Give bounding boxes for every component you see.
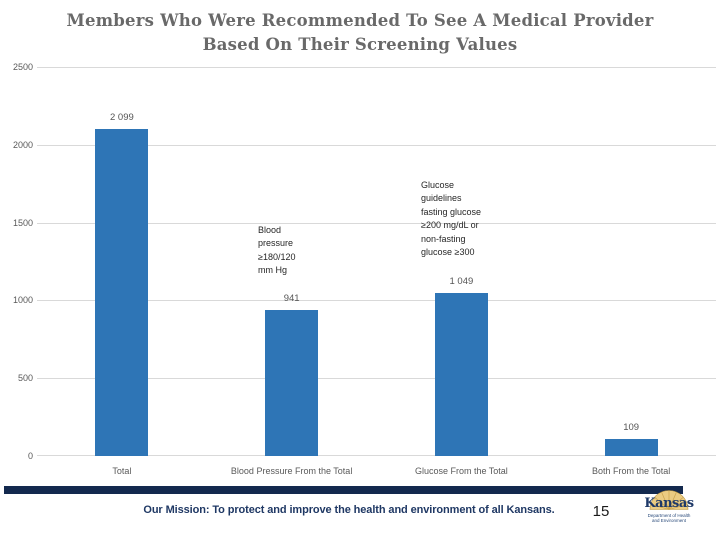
gridline	[37, 300, 716, 301]
bar	[95, 129, 149, 456]
category-label: Total	[112, 466, 132, 476]
y-axis-tick-label: 500	[17, 373, 33, 384]
annotation-glucose: Glucose guidelines fasting glucose ≥200 …	[421, 180, 482, 258]
bar	[604, 439, 658, 456]
gridline	[37, 67, 716, 68]
footer-divider-bar	[4, 486, 683, 494]
y-axis-tick-label: 2500	[12, 62, 33, 72]
mission-statement: Our Mission: To protect and improve the …	[143, 504, 555, 516]
category-label: Blood Pressure From the Total	[230, 466, 353, 476]
bar-value-label: 941	[283, 292, 300, 304]
bar-value-label: 1 049	[449, 275, 474, 287]
page-number: 15	[592, 503, 610, 520]
category-label: Both From the Total	[591, 466, 671, 476]
bar	[434, 292, 488, 456]
gridline	[37, 223, 716, 224]
bar-value-label: 2 099	[109, 112, 134, 124]
sunburst-icon	[649, 490, 689, 510]
gridline	[37, 378, 716, 379]
bar-value-label: 109	[623, 422, 640, 434]
y-axis-tick-label: 0	[27, 451, 33, 461]
y-axis-tick-label: 1500	[12, 217, 33, 228]
y-axis-tick-label: 2000	[12, 139, 33, 150]
y-axis-tick-label: 1000	[12, 295, 33, 306]
slide-title: Members Who Were Recommended To See A Me…	[66, 11, 654, 54]
logo-wordmark: Kansas	[644, 496, 694, 511]
y-axis: 2500 2000 1500 1000 500 0	[0, 62, 33, 461]
plot-area: 2 099 941 1 049 109	[37, 67, 716, 456]
category-label: Glucose From the Total	[414, 466, 508, 476]
bar	[265, 309, 319, 456]
kansas-logo: Kansas Department of Health and Environm…	[644, 489, 694, 536]
annotation-blood-pressure: Blood pressure ≥180/120 mm Hg	[258, 225, 296, 276]
gridline	[37, 145, 716, 146]
x-axis: Total Blood Pressure From the Total Glucos…	[37, 463, 716, 479]
logo-subtext: Department of Health and Environment	[647, 513, 691, 523]
gridline	[37, 455, 716, 456]
